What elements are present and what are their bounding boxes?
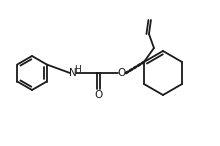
Text: O: O [118,68,126,78]
Text: N: N [69,68,77,78]
Text: O: O [94,89,102,100]
Text: H: H [74,65,81,73]
